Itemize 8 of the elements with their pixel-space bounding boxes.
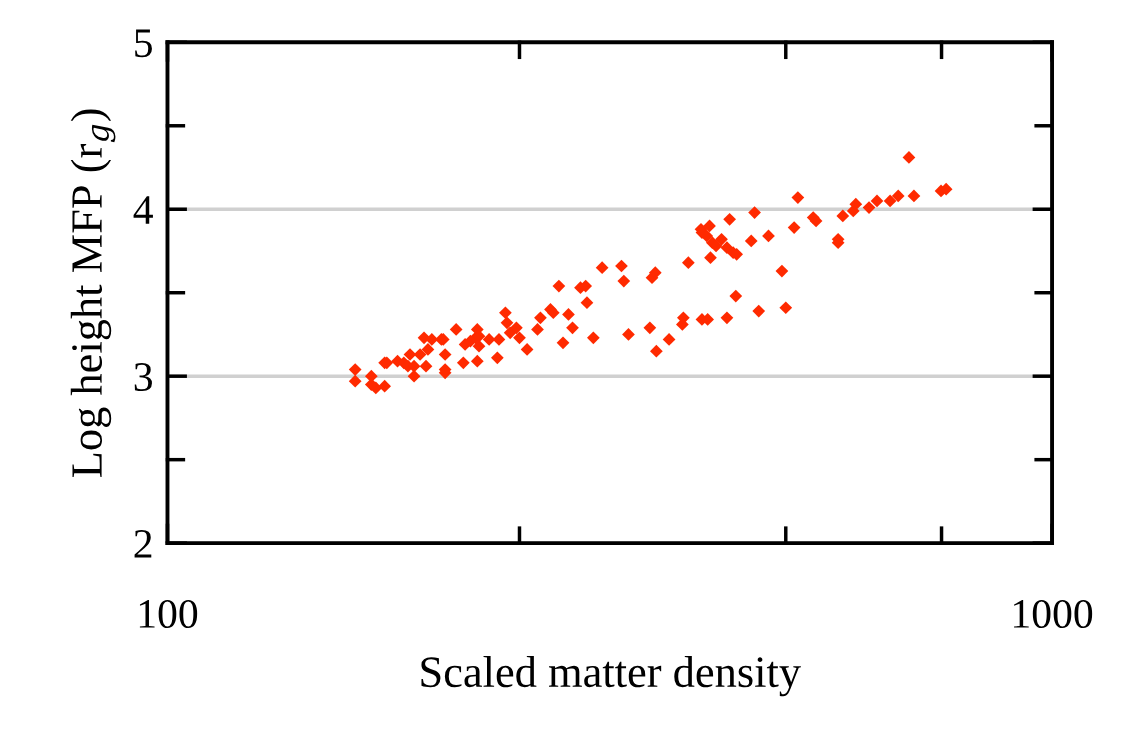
y-tick-label: 4 — [133, 196, 153, 224]
x-tick-label: 1000 — [1014, 599, 1093, 629]
y-tick-label: 3 — [134, 363, 152, 392]
x-axis-title: Scaled matter density — [421, 655, 801, 697]
y-axis-title: Log height MFP (r$_{g}$) — [70, 109, 116, 477]
y-tick-label: 5 — [135, 29, 152, 58]
y-tick-label: 2 — [134, 530, 152, 558]
x-tick-label: 100 — [139, 599, 198, 629]
